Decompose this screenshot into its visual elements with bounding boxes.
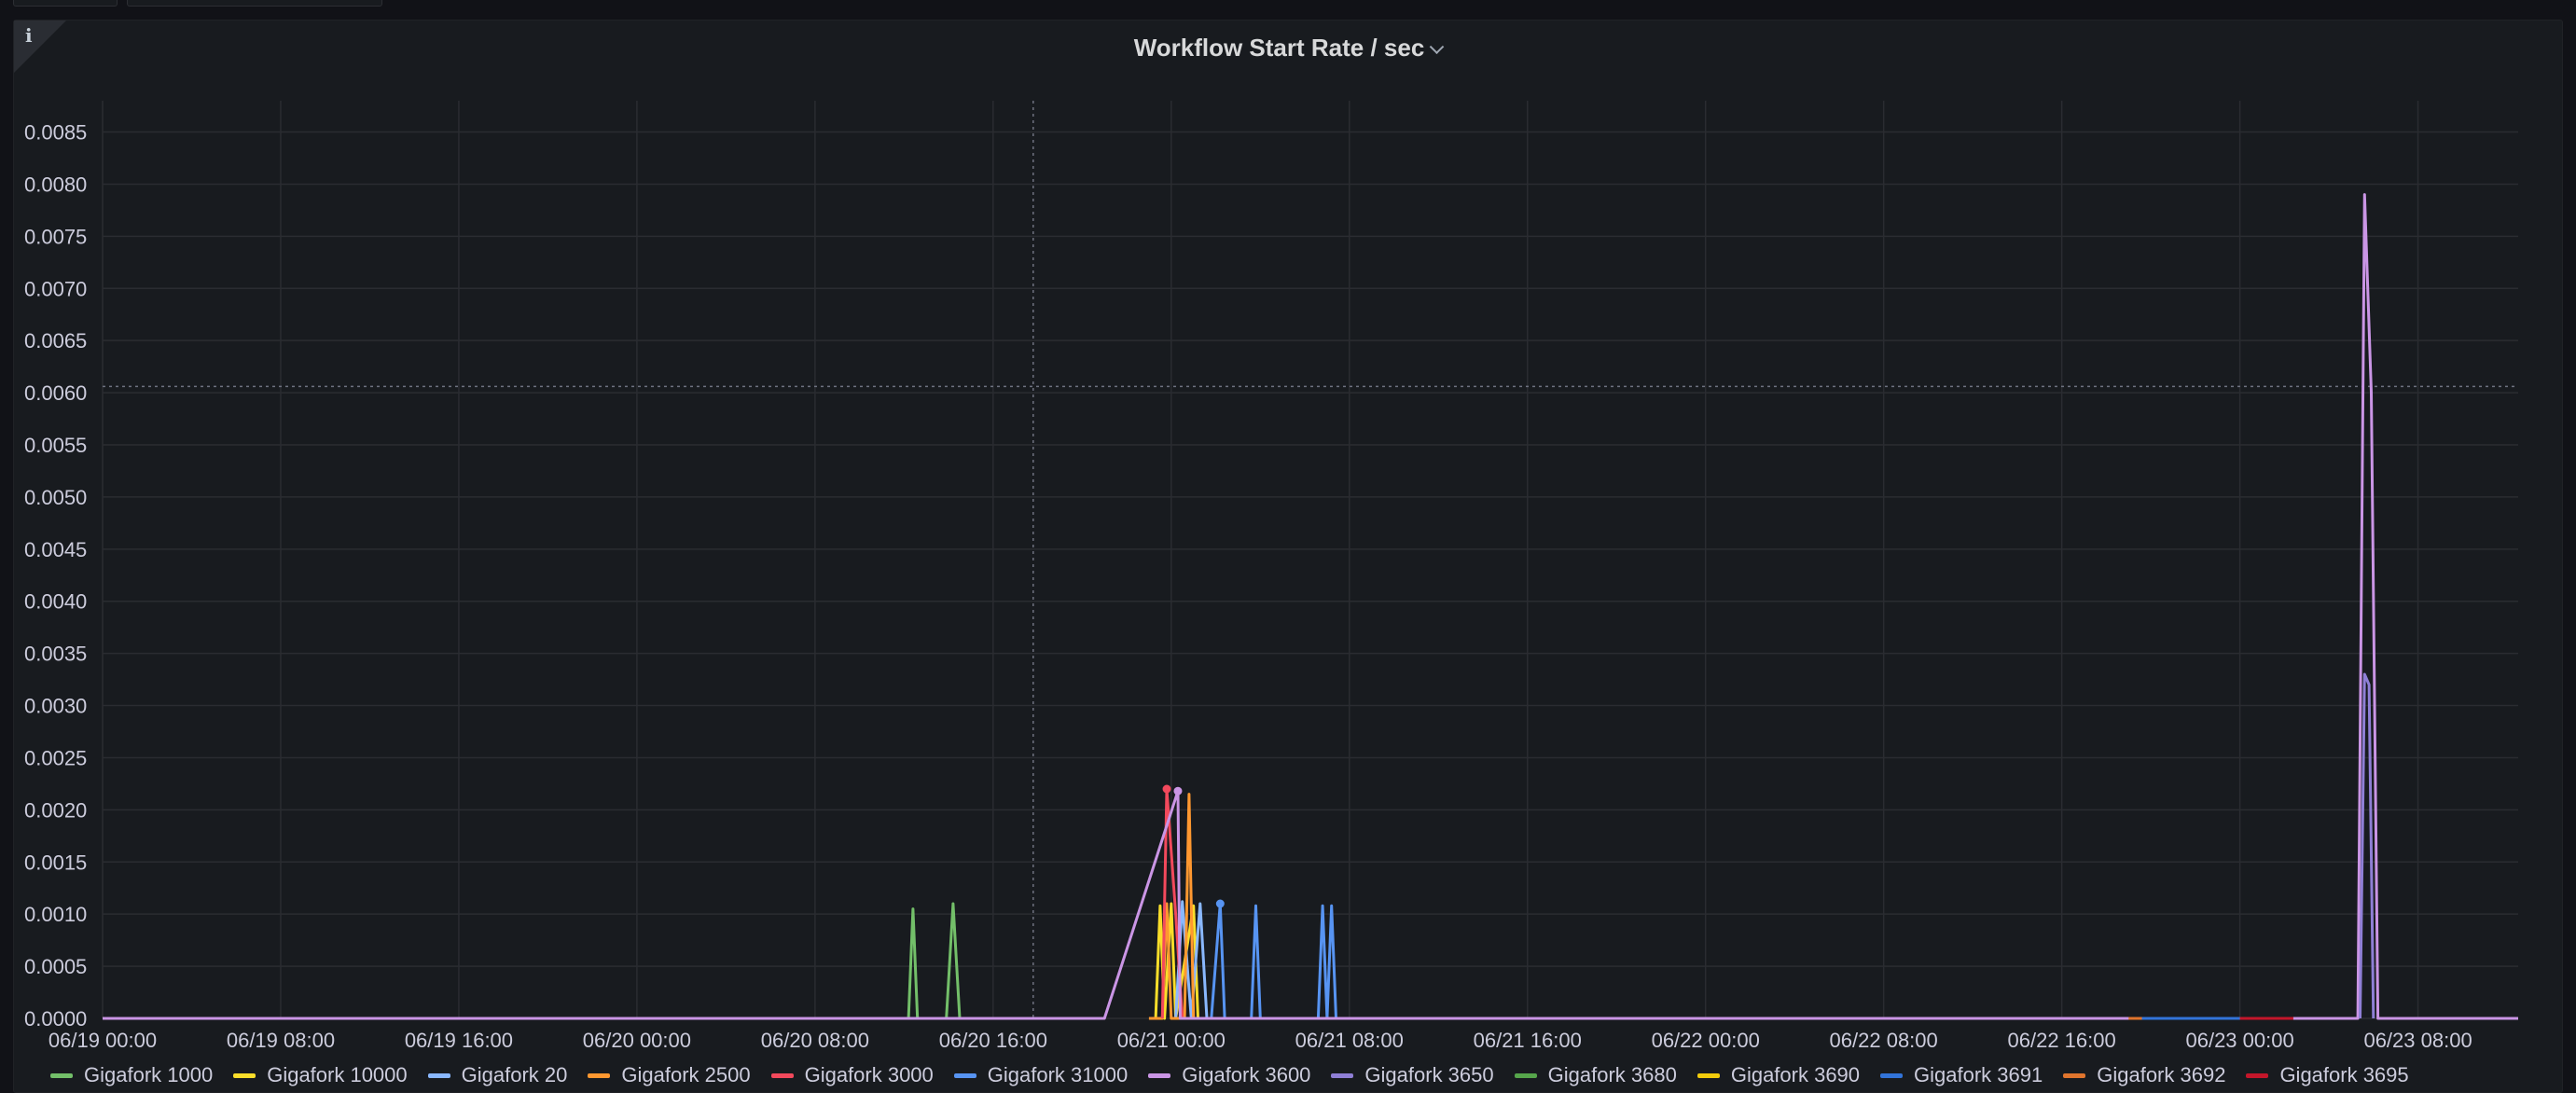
y-tick-label: 0.0010 <box>24 903 87 926</box>
panel-title[interactable]: Workflow Start Rate / sec <box>14 34 2562 62</box>
legend-item-gigafork-3692[interactable]: Gigafork 3692 <box>2063 1061 2225 1089</box>
y-tick-label: 0.0035 <box>24 643 87 666</box>
y-tick-label: 0.0045 <box>24 538 87 561</box>
legend-swatch <box>1697 1072 1720 1078</box>
x-tick-label: 06/22 16:00 <box>2008 1029 2116 1052</box>
top-tab[interactable] <box>13 0 118 7</box>
info-corner[interactable] <box>14 21 66 73</box>
data-point[interactable] <box>1162 784 1171 794</box>
legend-swatch <box>2246 1072 2269 1078</box>
dashboard-top-bar <box>0 0 2576 13</box>
x-tick-label: 06/20 08:00 <box>761 1029 869 1052</box>
x-tick-label: 06/21 16:00 <box>1474 1029 1582 1052</box>
legend-item-gigafork-3690[interactable]: Gigafork 3690 <box>1697 1061 1860 1089</box>
x-tick-label: 06/23 08:00 <box>2363 1029 2472 1052</box>
y-tick-label: 0.0075 <box>24 225 87 248</box>
legend-label: Gigafork 2500 <box>621 1063 751 1086</box>
y-tick-label: 0.0000 <box>24 1007 87 1031</box>
legend-label: Gigafork 31000 <box>987 1063 1129 1086</box>
y-tick-label: 0.0020 <box>24 798 87 822</box>
legend-label: Gigafork 3000 <box>804 1063 934 1086</box>
x-tick-label: 06/20 16:00 <box>939 1029 1047 1052</box>
legend-swatch <box>953 1072 976 1078</box>
y-tick-label: 0.0030 <box>24 695 87 718</box>
legend-item-gigafork-3691[interactable]: Gigafork 3691 <box>1880 1061 2043 1089</box>
legend-item-gigafork-2500[interactable]: Gigafork 2500 <box>588 1061 751 1089</box>
legend-swatch <box>1880 1072 1904 1078</box>
y-tick-label: 0.0015 <box>24 851 87 874</box>
x-tick-label: 06/19 08:00 <box>227 1029 335 1052</box>
legend-swatch <box>427 1072 450 1078</box>
legend-label: Gigafork 1000 <box>84 1063 214 1086</box>
legend-swatch <box>588 1072 611 1078</box>
data-point[interactable] <box>1215 899 1225 908</box>
legend-swatch <box>2063 1072 2086 1078</box>
legend-label: Gigafork 3690 <box>1730 1063 1861 1086</box>
x-tick-label: 06/21 00:00 <box>1117 1029 1226 1052</box>
series-line-gigafork-3600[interactable] <box>103 193 2518 1020</box>
x-tick-label: 06/19 00:00 <box>48 1029 157 1052</box>
legend-item-gigafork-3695[interactable]: Gigafork 3695 <box>2246 1061 2409 1089</box>
legend-item-gigafork-1000[interactable]: Gigafork 1000 <box>50 1061 213 1089</box>
x-tick-label: 06/22 08:00 <box>1830 1029 1938 1052</box>
top-variable-input[interactable] <box>127 0 382 7</box>
x-tick-label: 06/20 00:00 <box>583 1029 691 1052</box>
y-tick-label: 0.0085 <box>24 121 87 145</box>
series-line-gigafork-3650[interactable] <box>2359 672 2375 1019</box>
legend-swatch <box>50 1072 73 1078</box>
x-tick-label: 06/21 08:00 <box>1295 1029 1404 1052</box>
y-tick-label: 0.0060 <box>24 381 87 405</box>
legend-label: Gigafork 3650 <box>1364 1063 1494 1086</box>
y-tick-label: 0.0080 <box>24 173 87 196</box>
legend-label: Gigafork 3695 <box>2279 1063 2409 1086</box>
chart-legend: Gigafork 1000 Gigafork 10000 Gigafork 20 Gi… <box>50 1061 2430 1089</box>
series-line-gigafork-10000[interactable] <box>1154 902 1199 1020</box>
legend-item-gigafork-3000[interactable]: Gigafork 3000 <box>770 1061 934 1089</box>
y-tick-label: 0.0005 <box>24 955 87 978</box>
legend-swatch <box>1331 1072 1354 1078</box>
legend-swatch <box>1148 1072 1171 1078</box>
legend-label: Gigafork 10000 <box>267 1063 408 1086</box>
series-line-gigafork-31000[interactable] <box>1207 902 1341 1020</box>
legend-label: Gigafork 3692 <box>2097 1063 2226 1086</box>
legend-label: Gigafork 3680 <box>1547 1063 1677 1086</box>
legend-item-gigafork-20[interactable]: Gigafork 20 <box>427 1061 568 1089</box>
y-tick-label: 0.0070 <box>24 277 87 300</box>
y-tick-label: 0.0025 <box>24 746 87 769</box>
legend-item-gigafork-10000[interactable]: Gigafork 10000 <box>233 1061 408 1089</box>
legend-swatch <box>770 1072 794 1078</box>
data-point[interactable] <box>1173 786 1183 796</box>
x-tick-label: 06/22 00:00 <box>1652 1029 1760 1052</box>
panel-title-text: Workflow Start Rate / sec <box>1133 34 1425 62</box>
y-tick-label: 0.0050 <box>24 486 87 509</box>
legend-item-gigafork-3600[interactable]: Gigafork 3600 <box>1148 1061 1310 1089</box>
y-tick-label: 0.0055 <box>24 434 87 457</box>
y-tick-label: 0.0065 <box>24 329 87 353</box>
legend-label: Gigafork 3600 <box>1182 1063 1311 1086</box>
legend-swatch <box>1514 1072 1537 1078</box>
legend-item-gigafork-31000[interactable]: Gigafork 31000 <box>953 1061 1129 1089</box>
info-icon[interactable]: i <box>25 24 33 47</box>
legend-item-gigafork-3680[interactable]: Gigafork 3680 <box>1514 1061 1677 1089</box>
x-tick-label: 06/19 16:00 <box>405 1029 513 1052</box>
x-tick-label: 06/23 00:00 <box>2185 1029 2293 1052</box>
legend-item-gigafork-3650[interactable]: Gigafork 3650 <box>1331 1061 1494 1089</box>
y-tick-label: 0.0040 <box>24 590 87 614</box>
legend-label: Gigafork 20 <box>461 1063 568 1086</box>
series-line-gigafork-1000[interactable] <box>103 902 1105 1020</box>
legend-swatch <box>233 1072 256 1078</box>
grid <box>102 101 2518 1019</box>
legend-label: Gigafork 3691 <box>1914 1063 2043 1086</box>
